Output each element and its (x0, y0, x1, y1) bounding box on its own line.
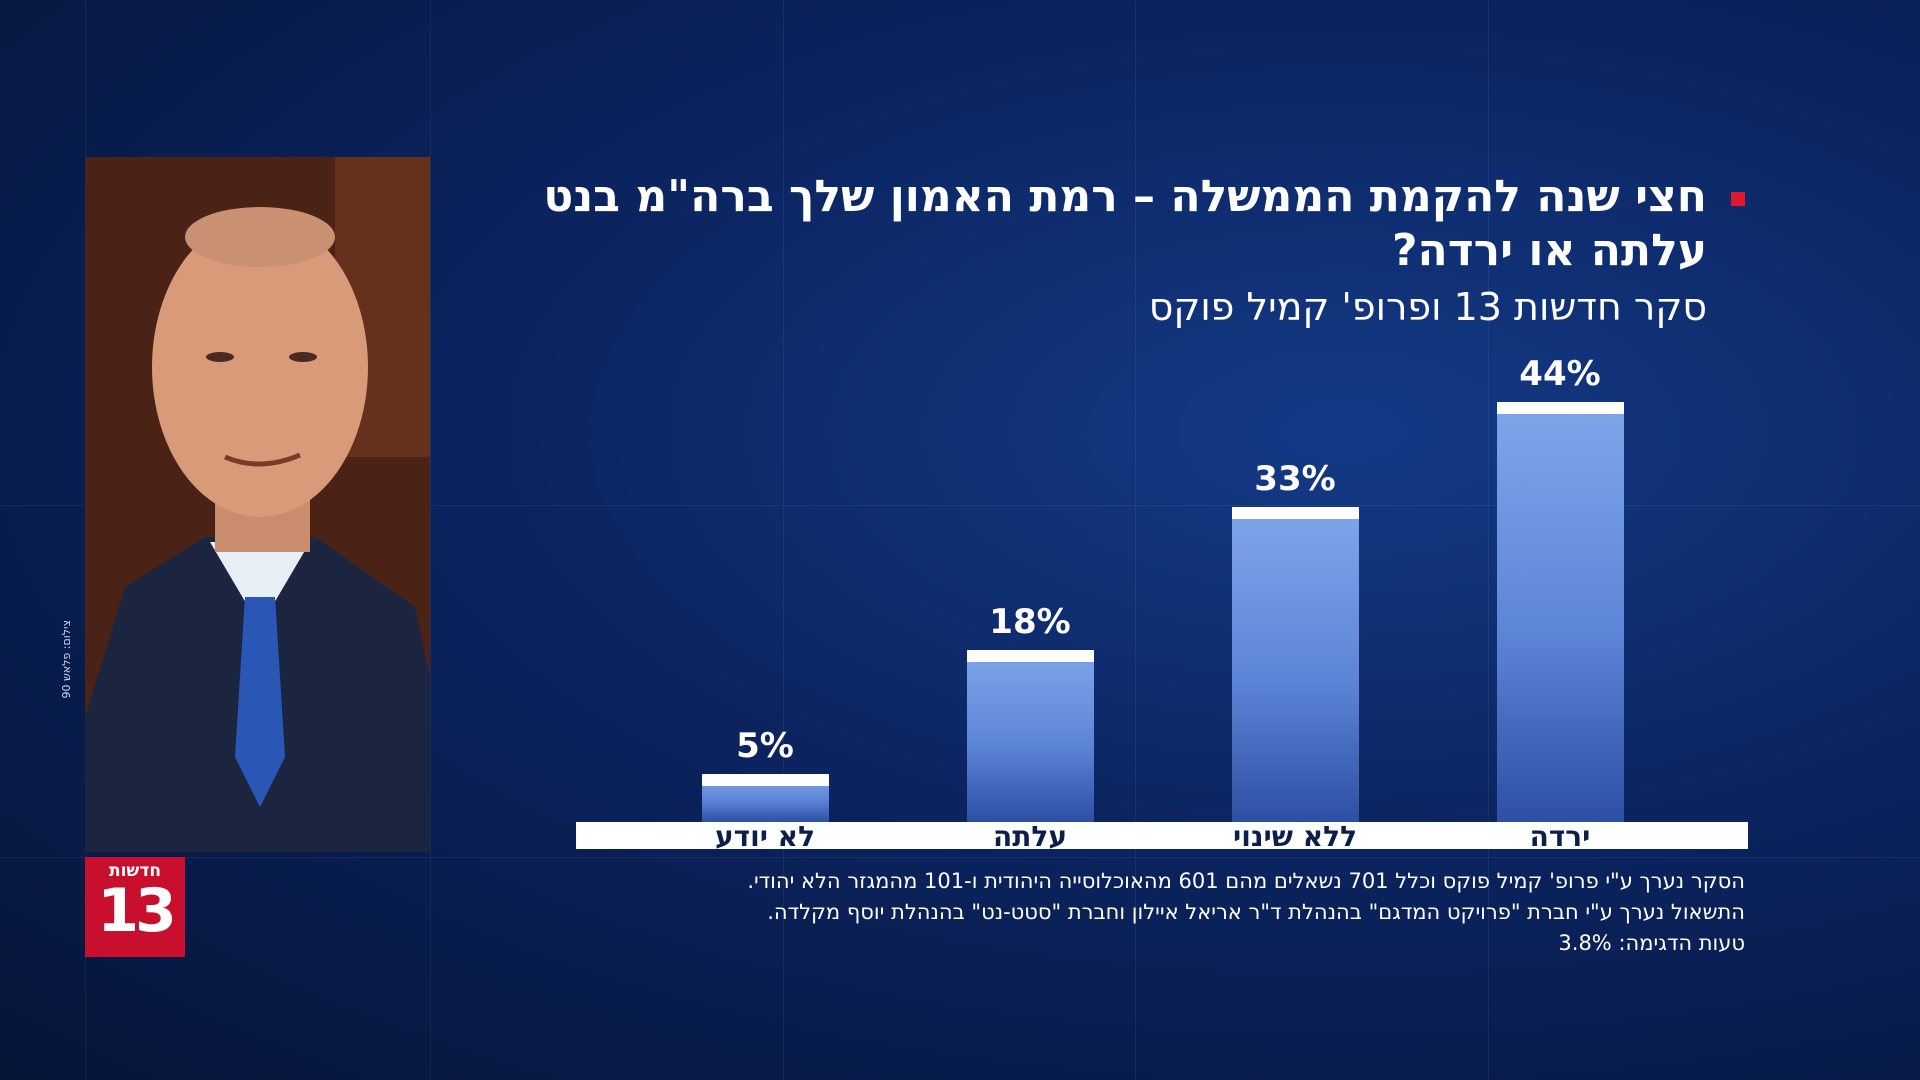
bar-value-label: 33% (1254, 459, 1336, 499)
category-label: ללא שינוי (1232, 820, 1358, 853)
bar-cap (966, 650, 1094, 662)
background-grid-line (1135, 0, 1136, 1080)
chart-baseline (576, 822, 1748, 849)
photo-credit: צילום: פלאש 90 (60, 620, 73, 699)
bar (1231, 507, 1359, 822)
channel-logo: חדשות 13 (85, 857, 185, 957)
logo-number: 13 (97, 876, 177, 946)
footnote-line: התשאול נערך ע"י חברת "פרויקט המדגם" בהנה… (767, 900, 1745, 924)
category-label: עלתה (993, 820, 1067, 853)
bar-cap (1231, 507, 1359, 519)
bar-cap (701, 774, 829, 786)
background-grid-line (0, 505, 1920, 506)
chart-title: חצי שנה להקמת הממשלה – רמת האמון שלך ברה… (543, 171, 1707, 276)
background-grid-line (783, 0, 784, 1080)
category-label: ירדה (1529, 820, 1591, 853)
chart-subtitle: סקר חדשות 13 ופרופ' קמיל פוקס (1148, 285, 1707, 329)
bar-cap (1496, 402, 1624, 414)
background-grid-line (1488, 0, 1489, 1080)
logo-word: חדשות (108, 861, 161, 881)
portrait-photo (85, 157, 430, 852)
category-label: לא יודע (714, 820, 816, 853)
footnote-line: הסקר נערך ע"י פרופ' קמיל פוקס וכלל 701 נ… (747, 869, 1745, 893)
title-bullet-icon (1731, 192, 1745, 206)
background-grid-line (430, 0, 431, 1080)
background-grid-line (0, 857, 1920, 858)
bar-value-label: 18% (989, 602, 1071, 642)
bar (1496, 402, 1624, 822)
footnote-line: טעות הדגימה: 3.8% (1558, 931, 1745, 955)
bar-value-label: 44% (1519, 354, 1601, 394)
bar-value-label: 5% (736, 726, 794, 766)
bar (966, 650, 1094, 822)
survey-footnote: הסקר נערך ע"י פרופ' קמיל פוקס וכלל 701 נ… (445, 866, 1745, 959)
